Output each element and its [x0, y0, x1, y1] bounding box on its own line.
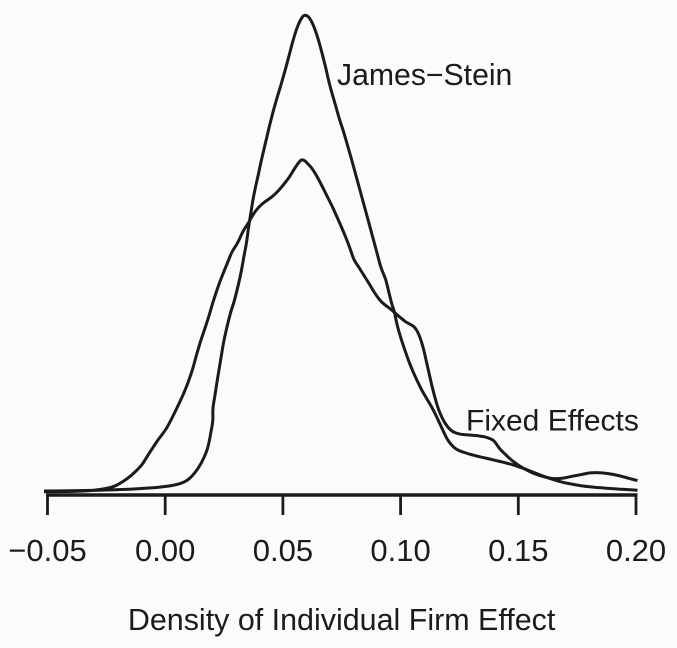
svg-text:0.05: 0.05	[253, 533, 313, 568]
svg-text:James−Stein: James−Stein	[337, 59, 512, 92]
svg-text:0.20: 0.20	[606, 533, 666, 568]
svg-text:Fixed Effects: Fixed Effects	[466, 405, 639, 438]
svg-text:−0.05: −0.05	[8, 533, 86, 568]
svg-text:Density of Individual Firm Eff: Density of Individual Firm Effect	[128, 603, 556, 637]
svg-text:0.00: 0.00	[135, 533, 195, 568]
svg-text:0.15: 0.15	[488, 533, 548, 568]
svg-text:0.10: 0.10	[370, 533, 430, 568]
